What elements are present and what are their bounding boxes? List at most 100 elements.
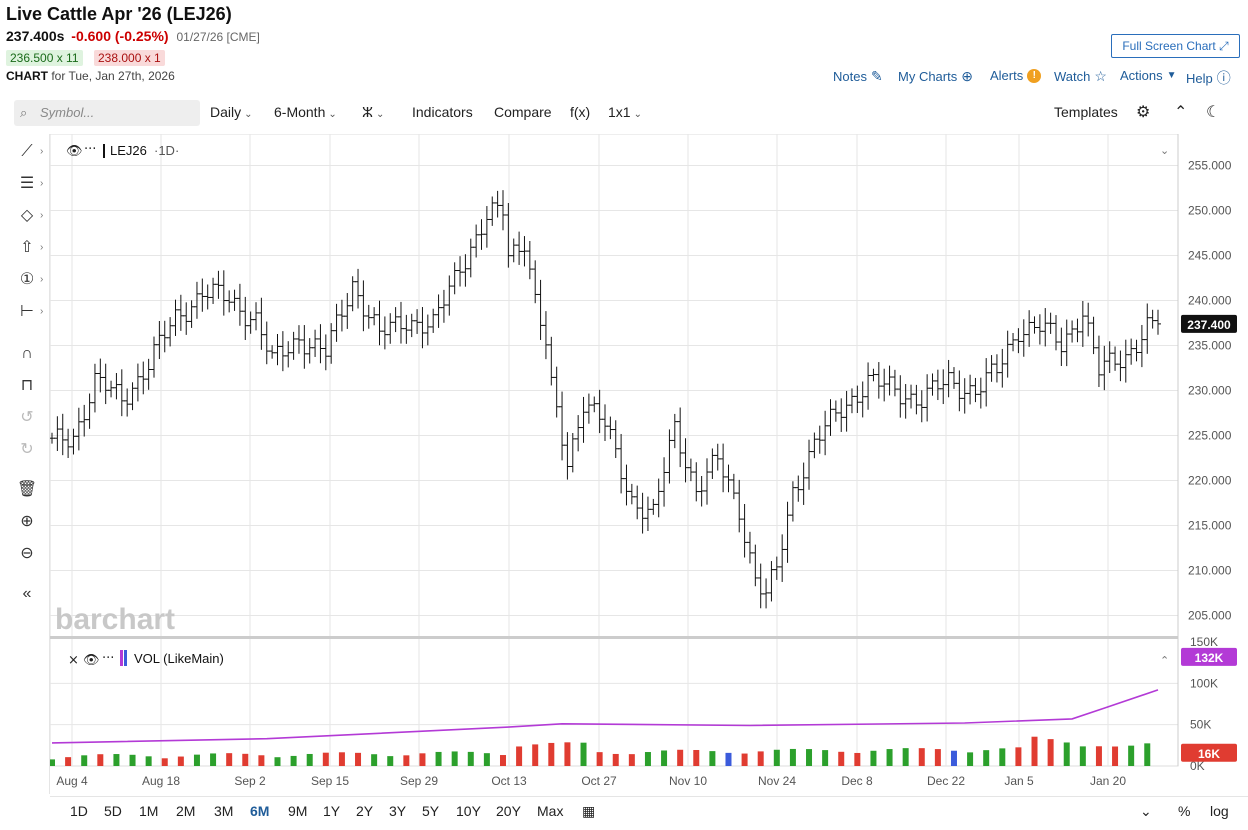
date-tick-label: Nov 24 — [758, 774, 796, 788]
chevron-up-icon[interactable]: ⌃ — [1160, 654, 1169, 667]
search-placeholder: Symbol... — [40, 105, 95, 120]
date-tick-label: Sep 29 — [400, 774, 438, 788]
watch-link[interactable]: Watch ☆ — [1054, 68, 1107, 85]
range-button-20y[interactable]: 20Y — [496, 803, 521, 819]
volume-bar — [854, 752, 861, 766]
plus-circle-icon: ⊕ — [961, 68, 973, 84]
volume-bar — [870, 750, 877, 766]
volume-legend-label: VOL (LikeMain) — [134, 651, 224, 666]
indicators-button[interactable]: Indicators — [412, 104, 473, 120]
range-button-max[interactable]: Max — [537, 803, 564, 819]
eye-icon[interactable]: 👁 — [83, 653, 100, 668]
volume-bar — [693, 749, 700, 766]
templates-button[interactable]: Templates — [1054, 104, 1118, 120]
price-legend: 👁 ··· LEJ26 ·1D· ⌄ — [66, 142, 1169, 159]
range-button-1m[interactable]: 1M — [139, 803, 159, 819]
price-tick-label: 240.000 — [1188, 294, 1232, 308]
help-label: Help — [1186, 70, 1213, 86]
notes-link[interactable]: Notes ✎ — [833, 68, 883, 85]
volume-bar — [387, 756, 394, 766]
trash-icon[interactable]: 🗑 — [16, 481, 38, 498]
volume-tick-label: 0K — [1190, 759, 1205, 773]
volume-color-swatch — [124, 650, 127, 666]
my-charts-link[interactable]: My Charts ⊕ — [898, 68, 973, 85]
chevron-down-icon[interactable]: ⌄ — [1140, 803, 1152, 819]
range-button-1d[interactable]: 1D — [70, 803, 88, 819]
range-button-10y[interactable]: 10Y — [456, 803, 481, 819]
arrow-tool-icon[interactable]: ⇧ › — [20, 239, 44, 256]
full-screen-chart-button[interactable]: Full Screen Chart ⤢ — [1111, 34, 1240, 58]
chevron-down-icon: ⌄ — [376, 109, 385, 120]
dark-mode-icon[interactable]: ☾ — [1206, 104, 1221, 121]
range-button-6m[interactable]: 6M — [250, 803, 270, 819]
help-link[interactable]: Help ⓘ — [1186, 68, 1231, 88]
expand-icon: ⤢ — [1219, 39, 1229, 53]
volume-bar — [306, 753, 313, 766]
measure-tool-icon[interactable]: ⊢ › — [20, 303, 44, 320]
chart-type-select[interactable]: ⵣ ⌄ — [362, 104, 384, 121]
layout-select[interactable]: 1x1 ⌄ — [608, 104, 642, 120]
range-button-2y[interactable]: 2Y — [356, 803, 374, 819]
more-icon[interactable]: ··· — [84, 142, 96, 157]
collapse-chevrons-icon[interactable]: ⌃ — [1174, 104, 1188, 121]
actions-menu[interactable]: Actions ▼ — [1120, 68, 1177, 83]
interval-select[interactable]: Daily ⌄ — [210, 104, 253, 120]
zoom-in-icon[interactable]: ⊕ — [20, 513, 34, 530]
volume-bar — [983, 750, 990, 766]
volume-moving-average-line — [51, 689, 1159, 744]
volume-bar — [371, 754, 378, 766]
trendline-tool-icon[interactable]: ⟋ › — [21, 143, 44, 160]
unlock-icon[interactable]: ⊓ — [20, 377, 34, 394]
price-change: -0.600 (-0.25%) — [71, 28, 169, 44]
last-price: 237.400s — [6, 28, 65, 44]
range-button-3m[interactable]: 3M — [214, 803, 234, 819]
more-icon[interactable]: ··· — [102, 651, 114, 666]
chevron-down-icon: ⌄ — [244, 109, 253, 120]
range-button-9m[interactable]: 9M — [288, 803, 308, 819]
alerts-link[interactable]: Alerts! — [990, 68, 1042, 83]
chevron-down-icon[interactable]: ⌄ — [1160, 144, 1169, 157]
close-icon[interactable]: × — [68, 653, 79, 668]
annotation-tool-icon[interactable]: ① › — [19, 271, 44, 288]
calendar-icon[interactable]: ▦ — [582, 803, 596, 819]
volume-bar — [1047, 739, 1054, 766]
volume-bar — [709, 751, 716, 766]
fibonacci-tool-icon[interactable]: ☰ › — [19, 175, 44, 192]
range-button-2m[interactable]: 2M — [176, 803, 196, 819]
volume-bars — [50, 736, 1151, 766]
volume-bar — [499, 755, 506, 766]
shape-tool-icon[interactable]: ◇ › — [20, 207, 44, 224]
period-select[interactable]: 6-Month ⌄ — [274, 104, 337, 120]
volume-bar — [338, 752, 345, 766]
log-scale-toggle[interactable]: log — [1210, 803, 1229, 819]
range-bar: 1D 5D 1M 2M 3M 6M 9M 1Y 2Y 3Y 5Y 10Y 20Y Max ▦% log ⌄ — [50, 796, 1248, 826]
volume-bar — [725, 752, 732, 766]
range-button-5d[interactable]: 5D — [104, 803, 122, 819]
volume-bar — [1128, 745, 1135, 766]
volume-bar — [741, 753, 748, 766]
redo-icon[interactable]: ↻ — [20, 441, 34, 458]
magnet-icon[interactable]: ∩ — [21, 345, 33, 362]
date-tick-label: Sep 2 — [234, 774, 266, 788]
collapse-rail-icon[interactable]: « — [22, 585, 32, 602]
function-button[interactable]: f(x) — [570, 104, 591, 120]
volume-bar — [999, 748, 1006, 766]
volume-bar — [81, 755, 88, 766]
date-tick-label: Sep 15 — [311, 774, 349, 788]
compare-button[interactable]: Compare — [494, 104, 552, 120]
zoom-out-icon[interactable]: ⊖ — [20, 545, 34, 562]
range-button-5y[interactable]: 5Y — [422, 803, 440, 819]
eye-icon[interactable]: 👁 — [66, 144, 83, 159]
range-button-3y[interactable]: 3Y — [389, 803, 407, 819]
undo-icon[interactable]: ↺ — [20, 409, 34, 426]
volume-tag: 16K — [1198, 747, 1220, 761]
symbol-search-input[interactable]: ⌕ Symbol... — [14, 100, 200, 126]
ohlc-bars-icon: ⵣ — [362, 104, 374, 120]
price-chart[interactable]: 255.000 250.000 245.000 240.000 235.000 230.0… — [50, 134, 1248, 796]
volume-ma-tag: 132K — [1195, 651, 1224, 665]
percent-scale-toggle[interactable]: % — [1178, 803, 1191, 819]
volume-bar — [50, 759, 55, 766]
volume-bar — [274, 757, 281, 766]
range-button-1y[interactable]: 1Y — [323, 803, 341, 819]
settings-gear-icon[interactable]: ⚙ — [1136, 104, 1151, 121]
